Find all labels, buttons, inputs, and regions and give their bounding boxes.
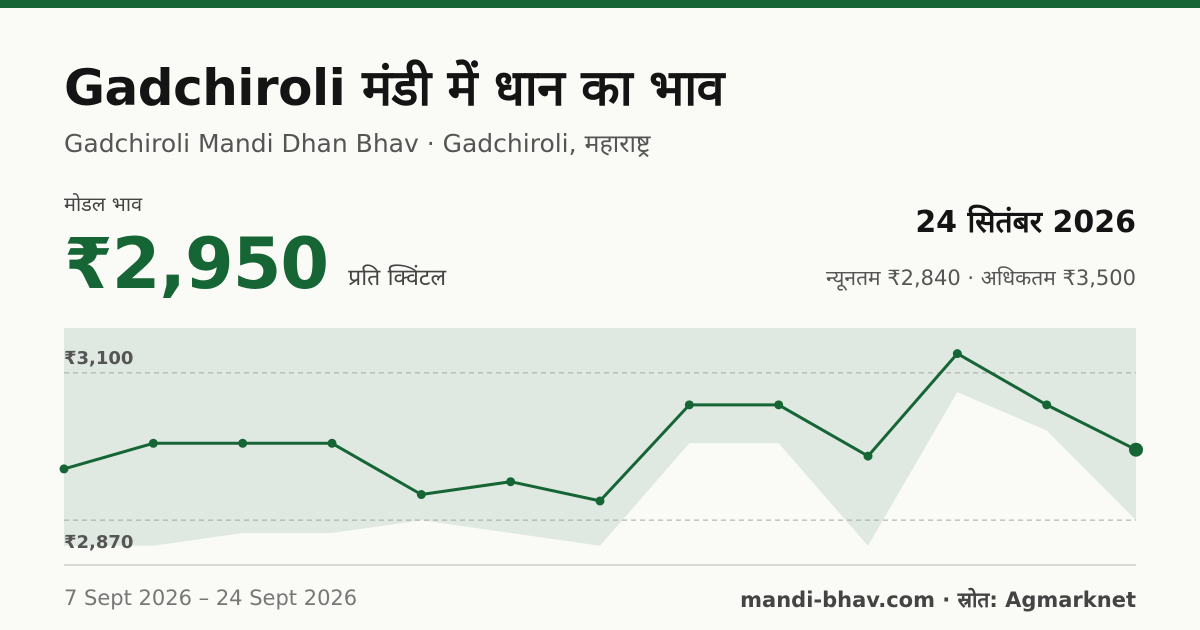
latest-price-point [1129,442,1143,457]
price-point [238,438,248,448]
price-point [1042,400,1052,410]
price-point [595,496,605,506]
price-point [327,438,337,448]
min-max-price: न्यूनतम ₹2,840 · अधिकतम ₹3,500 [826,266,1136,290]
price-range-band [64,328,1136,546]
model-price-value: ₹2,950 [64,223,329,305]
model-price-unit: प्रति क्विंटल [348,265,447,291]
page-subtitle: Gadchiroli Mandi Dhan Bhav · Gadchiroli,… [64,129,651,158]
y-tick-label: ₹3,100 [64,348,133,369]
model-price: ₹2,950 प्रति क्विंटल [64,222,446,306]
price-point [952,349,962,359]
price-point [416,490,426,500]
price-point [59,464,69,474]
price-point [506,477,516,487]
price-point [774,400,784,410]
price-point [863,451,873,461]
page-title: Gadchiroli मंडी में धान का भाव [64,59,724,117]
source-credit: mandi-bhav.com · स्रोत: Agmarknet [740,588,1136,612]
price-point [684,400,694,410]
top-accent-bar [0,0,1200,8]
model-price-label: मोडल भाव [64,192,143,216]
y-tick-label: ₹2,870 [64,532,133,553]
date-range: 7 Sept 2026 – 24 Sept 2026 [64,586,358,610]
price-point [148,438,158,448]
price-date: 24 सितंबर 2026 [915,205,1136,240]
